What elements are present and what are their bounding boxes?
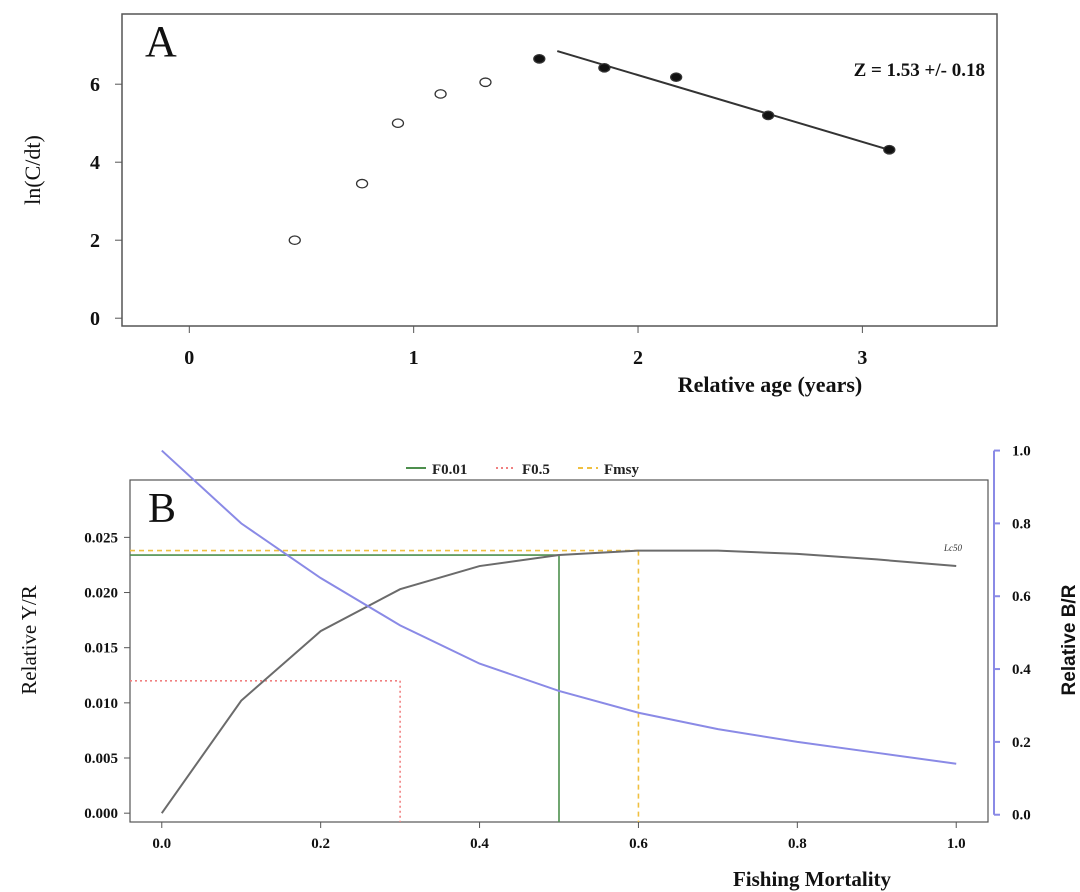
- x-tick-label: 0.8: [788, 836, 807, 852]
- legend-label: F0.5: [522, 462, 550, 478]
- right-y-tick-label: 0.0: [1012, 808, 1031, 824]
- panel-b-label: B: [148, 486, 176, 532]
- data-point-filled: [533, 53, 546, 64]
- yield-per-recruit-curve: [160, 549, 957, 814]
- right-y-tick-label: 0.8: [1012, 516, 1031, 532]
- panel-a-points: [288, 53, 896, 246]
- panel-b-right-y-label: Relative B/R: [1059, 584, 1080, 695]
- fit-line: [556, 50, 886, 150]
- right-y-tick-label: 1.0: [1012, 444, 1031, 460]
- panel-b-left-y-axis: 0.000 0.005 0.010 0.015 0.020 0.025: [84, 530, 130, 822]
- x-tick-label: 2: [633, 347, 643, 369]
- right-y-tick-label: 0.6: [1012, 589, 1031, 605]
- panel-a-x-label: Relative age (years): [678, 372, 862, 397]
- data-point-filled: [883, 144, 896, 155]
- panel-a-annotation: Z = 1.53 +/- 0.18: [854, 60, 985, 81]
- panel-b-reference-lines: [130, 549, 640, 822]
- y-tick-label: 0.000: [84, 806, 118, 822]
- y-tick-label: 0.020: [84, 586, 118, 602]
- panel-b-curve-label: Lc50: [943, 543, 963, 553]
- x-tick-label: 1.0: [947, 836, 966, 852]
- right-y-tick-label: 0.4: [1012, 662, 1031, 678]
- data-point-open: [434, 89, 447, 99]
- biomass-per-recruit-curve: [161, 449, 957, 765]
- x-tick-label: 0.0: [152, 836, 171, 852]
- x-tick-label: 1: [409, 347, 419, 369]
- panel-b-x-axis: 0.0 0.2 0.4 0.6 0.8 1.0: [152, 822, 966, 852]
- panel-b-x-label: Fishing Mortality: [733, 867, 892, 891]
- x-tick-label: 3: [857, 347, 867, 369]
- x-tick-label: 0.2: [311, 836, 330, 852]
- x-tick-label: 0: [184, 347, 194, 369]
- y-tick-label: 0.015: [84, 641, 118, 657]
- panel-a: A 0 1 2 3 0 2 4 6 Z = 1.53 +/- 0.18 Relative a…: [20, 13, 998, 397]
- panel-b-legend: F0.01 F0.5 Fmsy: [406, 462, 639, 478]
- legend-label: F0.01: [432, 462, 467, 478]
- panel-a-label: A: [145, 17, 177, 66]
- data-point-open: [479, 77, 492, 88]
- data-point-open: [355, 178, 369, 189]
- y-tick-label: 0.010: [84, 696, 118, 712]
- y-tick-label: 0: [90, 308, 100, 330]
- x-tick-label: 0.4: [470, 836, 489, 852]
- panel-a-y-axis: 0 2 4 6: [90, 74, 122, 330]
- y-tick-label: 0.005: [84, 751, 118, 767]
- data-point-open: [288, 235, 301, 246]
- panel-b-left-y-label: Relative Y/R: [17, 585, 41, 694]
- panel-b-right-y-axis: 0.0 0.2 0.4 0.6 0.8 1.0: [993, 444, 1031, 824]
- panel-a-fit-line: [556, 50, 886, 150]
- data-point-filled: [670, 72, 683, 83]
- panel-b-curves: [160, 449, 957, 814]
- y-tick-label: 0.025: [84, 530, 118, 546]
- y-tick-label: 6: [90, 74, 100, 96]
- data-point-open: [391, 118, 405, 129]
- y-tick-label: 4: [90, 152, 100, 174]
- data-point-filled: [598, 62, 611, 73]
- legend-label: Fmsy: [604, 462, 639, 478]
- panel-b: F0.01 F0.5 Fmsy B 0.0 0.2 0.4 0.6 0.8 1.0 0.000…: [17, 444, 1080, 891]
- right-y-tick-label: 0.2: [1012, 735, 1031, 751]
- panel-a-y-label: ln(C/dt): [20, 135, 45, 205]
- panel-a-x-axis: 0 1 2 3: [184, 326, 867, 369]
- y-tick-label: 2: [90, 230, 100, 252]
- x-tick-label: 0.6: [629, 836, 648, 852]
- panel-a-frame: [121, 13, 998, 327]
- data-point-filled: [762, 110, 775, 121]
